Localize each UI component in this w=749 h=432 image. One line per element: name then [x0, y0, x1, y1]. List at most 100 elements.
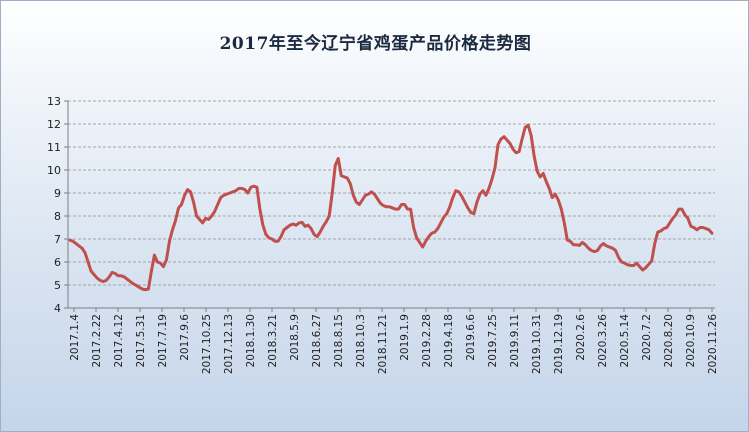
data-point: [144, 289, 146, 291]
data-point: [132, 283, 134, 285]
data-point: [488, 187, 490, 189]
series-layer: [68, 123, 714, 292]
data-point: [295, 224, 297, 226]
x-tick-label: 2017.7.19: [157, 314, 169, 367]
data-point: [413, 226, 415, 229]
x-tick-label: 2019.2.28: [421, 314, 433, 367]
data-point: [614, 249, 617, 252]
data-point: [627, 264, 629, 266]
data-point: [99, 279, 101, 281]
data-point: [364, 194, 366, 196]
data-point: [479, 193, 481, 195]
data-point: [521, 138, 523, 140]
data-point: [385, 206, 388, 208]
data-point: [174, 220, 177, 222]
data-point: [352, 194, 354, 196]
data-point: [539, 176, 541, 178]
data-point: [455, 190, 457, 192]
data-point: [93, 274, 95, 276]
data-point: [533, 155, 535, 157]
data-point: [687, 217, 689, 219]
axes: [64, 100, 715, 312]
data-point: [316, 236, 318, 238]
data-point: [705, 228, 707, 230]
data-point: [382, 205, 385, 207]
x-tick-label: 2020.5.14: [619, 314, 631, 368]
data-point: [168, 240, 171, 242]
data-point: [379, 202, 382, 204]
data-point: [431, 232, 433, 234]
data-point: [241, 187, 243, 189]
data-point: [126, 278, 128, 280]
data-point: [72, 240, 74, 242]
x-tick-label: 2019.7.25: [487, 314, 499, 367]
data-point: [129, 280, 131, 283]
data-point: [443, 216, 445, 218]
data-point: [226, 193, 228, 195]
data-point: [96, 277, 98, 279]
data-point: [310, 228, 312, 230]
data-point: [419, 241, 421, 244]
data-point: [599, 245, 602, 247]
data-point: [232, 191, 234, 193]
data-point: [304, 225, 306, 227]
data-point: [446, 213, 448, 215]
data-point: [199, 218, 201, 221]
data-point: [108, 276, 110, 278]
y-tick-label: 13: [47, 95, 61, 108]
data-point: [292, 223, 294, 225]
data-point: [376, 198, 379, 200]
y-tick-label: 12: [47, 118, 61, 131]
data-point: [566, 239, 568, 241]
data-point: [307, 224, 309, 226]
x-tick-label: 2019.4.18: [443, 314, 455, 367]
data-point: [437, 228, 439, 230]
data-point: [265, 233, 267, 235]
x-tick-label: 2017.5.31: [135, 314, 147, 367]
data-point: [630, 264, 632, 267]
data-point: [271, 238, 273, 240]
data-point: [340, 175, 342, 177]
data-point: [602, 243, 605, 245]
data-point: [400, 203, 403, 206]
x-tick-label: 2019.12.19: [553, 314, 565, 374]
data-point: [349, 183, 351, 185]
x-tick-labels: 2017.1.4 2017.2.22 2017.4.12 2017.5.31 2017.…: [69, 314, 719, 374]
data-point: [617, 256, 620, 258]
data-point: [250, 186, 252, 188]
x-tick-label: 2017.2.22: [91, 314, 103, 367]
data-point: [259, 208, 261, 210]
series-line-0: [68, 123, 714, 292]
data-point: [325, 221, 327, 223]
data-point: [657, 231, 659, 233]
data-point: [611, 247, 614, 249]
data-point: [491, 178, 493, 180]
data-point: [183, 194, 186, 196]
x-tick-label: 2020.8.20: [663, 314, 675, 367]
data-point: [153, 254, 155, 256]
data-point: [467, 207, 469, 209]
data-point: [623, 262, 626, 264]
data-point: [569, 240, 571, 242]
x-tick-label: 2017.1.4: [69, 314, 81, 361]
data-point: [81, 247, 83, 249]
data-point: [346, 177, 348, 179]
data-point: [654, 243, 656, 245]
x-tick-label: 2017.4.12: [113, 314, 125, 367]
data-point: [605, 245, 608, 247]
data-point: [587, 247, 590, 249]
data-point: [464, 201, 466, 203]
x-tick-label: 2018.8.15: [333, 314, 345, 367]
data-point: [391, 207, 394, 209]
data-point: [223, 194, 225, 196]
x-tick-label: 2020.3.26: [597, 314, 609, 368]
data-point: [289, 224, 291, 226]
data-point: [220, 197, 222, 199]
data-point: [596, 249, 599, 252]
data-point: [503, 136, 505, 138]
data-point: [214, 210, 216, 212]
data-point: [202, 222, 204, 224]
data-point: [416, 237, 418, 239]
x-tick-label: 2020.7.2: [641, 314, 653, 361]
